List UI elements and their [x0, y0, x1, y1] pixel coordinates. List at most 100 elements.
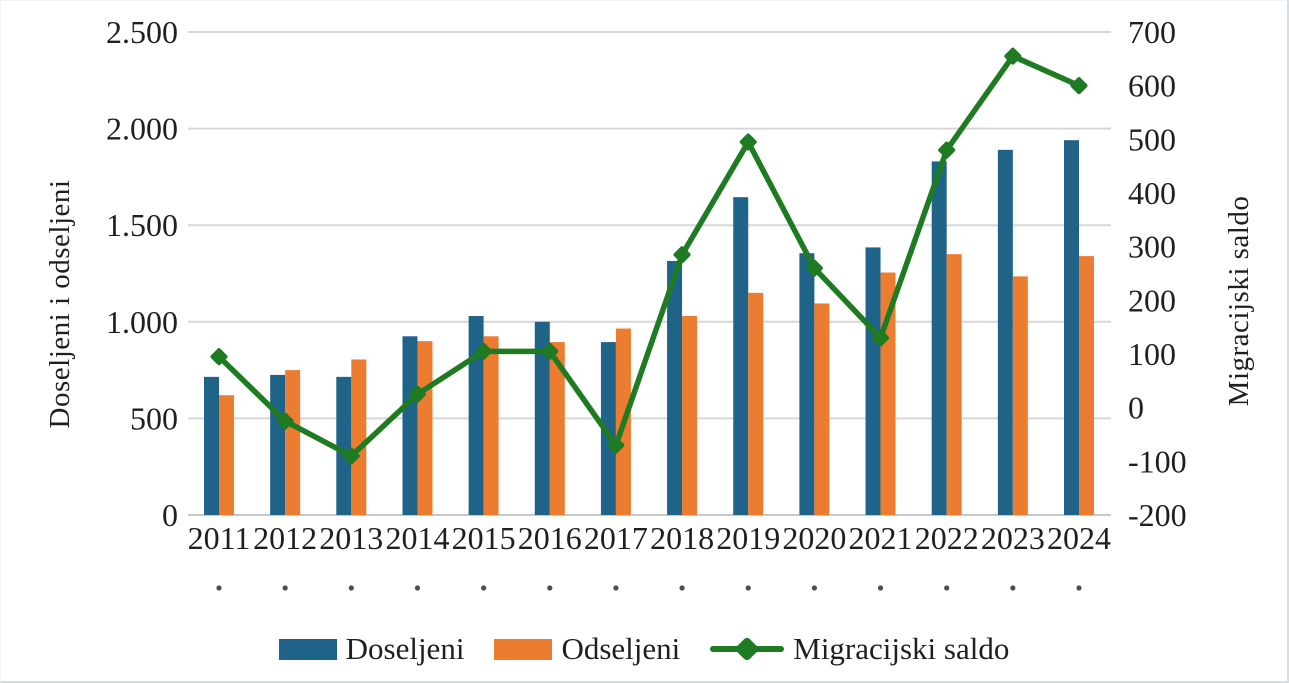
saldo-line [216, 53, 1082, 459]
left-tick-label: 2.000 [106, 111, 178, 147]
year-dot [613, 585, 619, 591]
left-tick-label: 1.500 [106, 207, 178, 243]
left-axis-tick-labels: 0 500 1.000 1.500 2.000 2.500 [106, 14, 178, 533]
right-tick-label: 200 [1128, 282, 1176, 318]
year-dot [1010, 585, 1016, 591]
bar-doseljeni-2015 [468, 316, 484, 515]
legend-label-odseljeni: Odseljeni [561, 631, 681, 666]
saldo-marker-2015 [475, 342, 493, 360]
year-dot [216, 585, 222, 591]
x-axis-year-labels: 2011 2012 2013 2014 2015 2016 2017 2018 2019 2020… [188, 520, 1111, 556]
saldo-marker-2022 [938, 141, 956, 159]
legend-item-doseljeni: Doseljeni [278, 631, 465, 667]
year-dot [745, 585, 751, 591]
year-label-2019: 2019 [716, 520, 780, 556]
right-axis-title: Migracijski saldo [1223, 196, 1255, 407]
saldo-marker-2013 [342, 447, 360, 465]
left-axis-title: Doseljeni i odseljeni [44, 180, 76, 429]
bar-odseljeni-2015 [483, 336, 499, 515]
year-label-2011: 2011 [188, 520, 251, 556]
bar-odseljeni-2024 [1079, 256, 1094, 515]
saldo-marker-2019 [739, 133, 757, 151]
saldo-marker-2012 [276, 412, 294, 430]
bar-odseljeni-2011 [219, 395, 234, 515]
year-dot [1076, 585, 1082, 591]
right-tick-label: 500 [1128, 121, 1176, 157]
left-tick-label: 1.000 [106, 304, 178, 340]
saldo-marker-2024 [1070, 77, 1088, 95]
odseljeni-swatch [494, 638, 553, 660]
year-dot [547, 585, 553, 591]
saldo-marker-2017 [607, 436, 625, 454]
legend-label-saldo: Migracijski saldo [793, 631, 1010, 666]
bar-doseljeni-2014 [402, 336, 418, 515]
year-label-2012: 2012 [253, 520, 317, 556]
bar-doseljeni-2023 [997, 149, 1013, 516]
bar-odseljeni-2020 [814, 303, 830, 515]
bar-doseljeni-2018 [667, 260, 683, 515]
bar-odseljeni-2014 [417, 341, 433, 515]
year-dot [811, 585, 817, 591]
bar-doseljeni-2011 [204, 376, 219, 515]
year-dot [481, 585, 487, 591]
legend-label-doseljeni: Doseljeni [345, 631, 465, 666]
year-label-2016: 2016 [518, 520, 582, 556]
bar-series [204, 140, 1094, 516]
year-dot [282, 585, 288, 591]
bar-doseljeni-2022 [931, 161, 947, 515]
bar-odseljeni-2019 [748, 292, 764, 515]
saldo-marker-2023 [1004, 47, 1022, 65]
year-label-2023: 2023 [981, 520, 1045, 556]
right-tick-label: -100 [1128, 443, 1187, 479]
year-label-2022: 2022 [915, 520, 979, 556]
bar-doseljeni-2012 [270, 374, 286, 515]
bar-odseljeni-2023 [1012, 276, 1028, 515]
year-label-2020: 2020 [782, 520, 846, 556]
right-tick-label: 700 [1128, 14, 1176, 50]
right-tick-label: 100 [1128, 336, 1176, 372]
legend-item-saldo: Migracijski saldo [710, 631, 1009, 667]
year-label-2021: 2021 [849, 520, 913, 556]
saldo-line-swatch [710, 636, 785, 662]
year-dot [944, 585, 950, 591]
year-label-2024: 2024 [1047, 520, 1111, 556]
year-label-2014: 2014 [385, 520, 449, 556]
bar-odseljeni-2016 [549, 342, 565, 515]
year-label-2013: 2013 [319, 520, 383, 556]
right-tick-label: -200 [1128, 497, 1187, 533]
saldo-marker-2016 [541, 342, 559, 360]
left-tick-label: 500 [130, 400, 178, 436]
left-tick-label: 2.500 [106, 14, 178, 50]
right-tick-label: 0 [1128, 390, 1144, 426]
saldo-marker-2014 [408, 385, 426, 403]
saldo-diamond-icon [734, 636, 760, 662]
right-tick-label: 400 [1128, 175, 1176, 211]
year-dot [679, 585, 685, 591]
year-dot [414, 585, 421, 591]
bar-odseljeni-2013 [351, 359, 367, 515]
saldo-marker-2018 [673, 246, 691, 264]
right-tick-label: 600 [1128, 68, 1176, 104]
x-axis-dot-row [216, 585, 1082, 591]
bar-odseljeni-2018 [682, 316, 698, 515]
saldo-marker-2021 [872, 329, 890, 347]
year-dot [877, 585, 884, 591]
left-tick-label: 0 [162, 497, 178, 533]
legend-item-odseljeni: Odseljeni [494, 631, 680, 667]
saldo-marker-2020 [805, 259, 823, 277]
bar-odseljeni-2022 [946, 254, 962, 515]
bar-doseljeni-2021 [865, 247, 881, 515]
bar-odseljeni-2012 [285, 370, 301, 515]
bar-doseljeni-2016 [534, 321, 550, 515]
year-label-2017: 2017 [584, 520, 648, 556]
bar-doseljeni-2019 [733, 197, 749, 515]
bar-doseljeni-2020 [799, 253, 815, 516]
right-tick-label: 300 [1128, 229, 1176, 265]
bar-doseljeni-2013 [336, 376, 352, 515]
bar-doseljeni-2024 [1064, 140, 1079, 515]
doseljeni-swatch [278, 638, 337, 660]
year-dot [348, 585, 354, 591]
legend: Doseljeni Odseljeni Migracijski saldo [1, 631, 1287, 667]
year-label-2015: 2015 [452, 520, 516, 556]
